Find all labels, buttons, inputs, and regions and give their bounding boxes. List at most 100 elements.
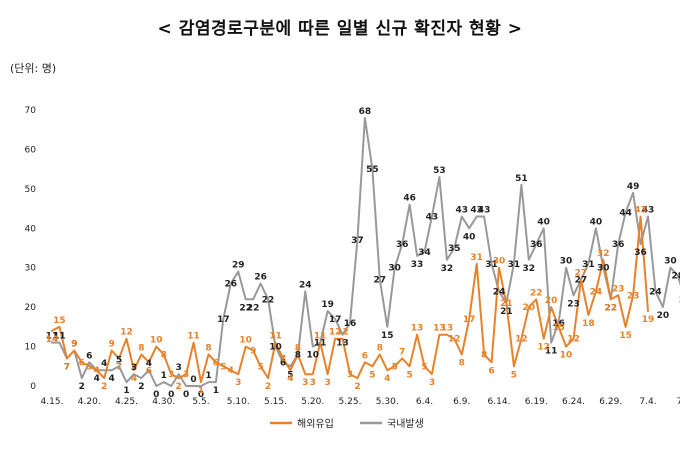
data-label: 49 bbox=[627, 182, 640, 192]
data-label: 11 bbox=[53, 332, 66, 342]
data-label: 12 bbox=[336, 328, 349, 338]
data-label: 51 bbox=[515, 174, 528, 184]
data-label: 30 bbox=[597, 264, 610, 274]
data-label: 22 bbox=[247, 303, 260, 313]
x-tick-label: 5.20. bbox=[301, 397, 324, 407]
data-label: 3 bbox=[429, 378, 435, 388]
data-label: 4 bbox=[108, 374, 114, 384]
data-label: 10 bbox=[269, 343, 282, 353]
data-label: 43 bbox=[642, 205, 655, 215]
data-label: 22 bbox=[262, 295, 275, 305]
y-tick-label: 20 bbox=[25, 303, 37, 313]
data-label: 5 bbox=[86, 362, 92, 372]
data-label: 3 bbox=[183, 370, 189, 380]
x-tick-label: 5.10. bbox=[227, 397, 250, 407]
data-label: 3 bbox=[310, 378, 316, 388]
data-label: 5 bbox=[392, 362, 398, 372]
data-label: 20 bbox=[545, 296, 558, 306]
x-tick-label: 6.14. bbox=[488, 397, 511, 407]
data-label: 2 bbox=[265, 382, 271, 392]
data-label: 22 bbox=[604, 303, 617, 313]
data-label: 11 bbox=[314, 339, 327, 349]
data-label: 15 bbox=[552, 323, 565, 333]
data-label: 0 bbox=[153, 390, 159, 400]
data-label: 13 bbox=[433, 324, 446, 334]
data-label: 5 bbox=[220, 362, 226, 372]
data-label: 11 bbox=[545, 347, 558, 357]
data-label: 32 bbox=[441, 264, 454, 274]
x-tick-label: 6.19. bbox=[525, 397, 548, 407]
x-tick-label: 4.30. bbox=[152, 397, 175, 407]
data-label: 24 bbox=[649, 287, 662, 297]
data-label: 4 bbox=[94, 366, 100, 376]
x-tick-label: 4.20. bbox=[78, 397, 101, 407]
y-tick-label: 50 bbox=[25, 185, 37, 195]
data-label: 10 bbox=[306, 351, 319, 361]
data-label: 5 bbox=[116, 355, 122, 365]
y-tick-label: 60 bbox=[25, 145, 37, 155]
data-label: 11 bbox=[187, 332, 200, 342]
data-label: 31 bbox=[508, 260, 521, 270]
x-tick-label: 4.25. bbox=[115, 397, 138, 407]
data-label: 43 bbox=[634, 205, 647, 215]
data-label: 5 bbox=[421, 362, 427, 372]
data-label: 20 bbox=[657, 311, 670, 321]
data-label: 9 bbox=[108, 340, 114, 350]
data-label: 16 bbox=[552, 319, 565, 329]
data-label: 18 bbox=[582, 319, 595, 329]
data-label: 55 bbox=[366, 165, 379, 175]
data-label: 0 bbox=[190, 375, 196, 385]
data-label: 11 bbox=[269, 332, 282, 342]
data-label: 12 bbox=[515, 335, 528, 345]
data-label: 6 bbox=[86, 351, 92, 361]
data-label: 28 bbox=[672, 272, 680, 282]
data-label: 1 bbox=[123, 386, 129, 396]
data-label: 31 bbox=[470, 253, 483, 263]
data-label: 10 bbox=[239, 336, 252, 346]
data-label: 8 bbox=[377, 343, 383, 353]
data-label: 34 bbox=[418, 248, 431, 258]
data-label: 8 bbox=[481, 350, 487, 360]
data-label: 4 bbox=[384, 374, 390, 384]
data-label: 15 bbox=[53, 316, 66, 326]
data-label: 10 bbox=[560, 351, 573, 361]
data-label: 44 bbox=[619, 209, 632, 219]
data-label: 8 bbox=[205, 343, 211, 353]
data-label: 7 bbox=[116, 362, 122, 372]
data-label: 53 bbox=[433, 166, 446, 176]
data-label: 2 bbox=[79, 382, 85, 392]
data-label: 12 bbox=[567, 335, 580, 345]
y-axis: 0 10 20 30 40 50 60 70 bbox=[25, 106, 37, 392]
y-tick-label: 10 bbox=[25, 343, 37, 353]
series-line-imported bbox=[51, 215, 649, 384]
data-label: 35 bbox=[448, 244, 461, 254]
x-tick-label: 6.24. bbox=[562, 397, 585, 407]
data-label: 7 bbox=[64, 362, 70, 372]
data-label: 3 bbox=[302, 378, 308, 388]
x-tick-label: 6.29. bbox=[599, 397, 622, 407]
data-label: 12 bbox=[537, 343, 550, 353]
data-label: 3 bbox=[176, 363, 182, 373]
data-label: 22 bbox=[530, 288, 543, 298]
data-label: 15 bbox=[381, 331, 394, 341]
x-tick-label: 5.15. bbox=[264, 397, 287, 407]
data-label: 22 bbox=[604, 303, 617, 313]
data-label: 5 bbox=[257, 362, 263, 372]
data-label: 33 bbox=[411, 260, 424, 270]
x-tick-label: 6.4. bbox=[416, 397, 433, 407]
legend-label-domestic: 국내발생 bbox=[387, 418, 424, 430]
data-label: 5 bbox=[369, 370, 375, 380]
series-line-domestic bbox=[51, 116, 680, 387]
x-tick-label: 5.25. bbox=[339, 397, 362, 407]
data-label: 8 bbox=[295, 350, 301, 360]
data-label: 36 bbox=[396, 240, 409, 250]
data-label: 6 bbox=[79, 358, 85, 368]
y-tick-label: 40 bbox=[25, 224, 37, 234]
data-label: 6 bbox=[488, 366, 494, 376]
data-label: 27 bbox=[374, 276, 387, 286]
data-label: 7 bbox=[280, 354, 286, 364]
data-label: 7 bbox=[399, 347, 405, 357]
legend: 해외유입 국내발생 bbox=[270, 417, 424, 430]
data-label: 6 bbox=[362, 351, 368, 361]
